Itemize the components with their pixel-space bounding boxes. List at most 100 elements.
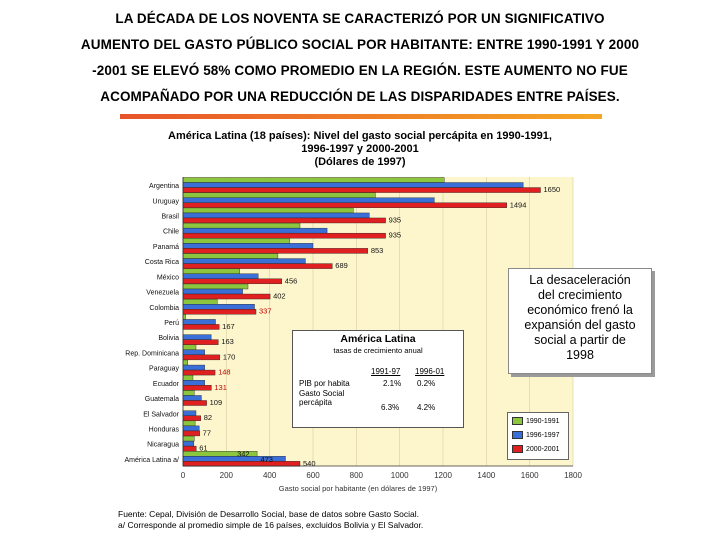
legend-label: 2000-2001 — [526, 446, 560, 453]
x-axis-label: Gasto social por habitante (en dólares d… — [279, 484, 438, 493]
latam-box-title: América Latina — [340, 333, 416, 345]
legend-swatch — [512, 445, 523, 454]
category-label: Rep. Dominicana — [125, 350, 179, 357]
category-label: Colombia — [149, 305, 179, 312]
value-label: 109 — [210, 398, 223, 407]
bar-1996-1997 — [182, 334, 212, 340]
bar-1990-1991 — [182, 344, 197, 351]
category-label: Perú — [164, 320, 179, 327]
value-label: 935 — [389, 231, 402, 240]
legend-item: 2000-2001 — [512, 445, 559, 455]
bar-1990-1991 — [182, 192, 376, 198]
category-label: El Salvador — [143, 411, 179, 418]
legend-item: 1996-1997 — [512, 431, 559, 441]
bar-1990-1991 — [182, 359, 188, 366]
bar-1996-1997 — [182, 364, 205, 371]
category-label: Panamá — [153, 244, 179, 251]
bar-1996-1997 — [182, 440, 195, 447]
bar-1996-1997 — [182, 273, 259, 280]
latam-row2-label: percápita — [299, 398, 332, 407]
latam-row2-label: Gasto Social — [299, 389, 345, 398]
bar-1990-1991 — [182, 222, 301, 229]
category-label: Brasil — [161, 214, 179, 221]
bar-2000-2001 — [182, 217, 386, 224]
latam-r1c2: 0.2% — [417, 379, 436, 388]
bar-1996-1997 — [182, 258, 306, 264]
value-label: 402 — [273, 292, 286, 301]
bar-1996-1997 — [182, 243, 314, 249]
latam-col1: 1991-97 — [371, 367, 401, 376]
x-tick-label: 1200 — [434, 471, 452, 480]
value-label: 61 — [199, 444, 207, 453]
category-label: Bolivia — [158, 335, 179, 342]
bar-1996-1997 — [182, 380, 205, 386]
bar-1996-1997 — [182, 304, 255, 310]
bar-2000-2001 — [182, 400, 207, 406]
value-label: 1494 — [510, 200, 527, 209]
category-label: Paraguay — [149, 366, 179, 373]
latam-box-subtitle: tasas de crecimiento anual — [333, 346, 423, 355]
bar-2000-2001 — [182, 369, 216, 376]
value-label: 1650 — [544, 185, 561, 194]
latam-r1c1: 2.1% — [383, 379, 402, 388]
legend-swatch — [512, 417, 523, 426]
bar-1990-1991 — [182, 375, 194, 381]
bar-1996-1997 — [182, 395, 202, 401]
value-label: 167 — [222, 322, 235, 331]
callout-line: del crecimiento — [537, 288, 623, 302]
footer-source: Fuente: Cepal, División de Desarrollo So… — [118, 509, 423, 530]
bar-1990-1991 — [182, 283, 249, 290]
bar-2000-2001 — [182, 324, 220, 330]
callout-line: expansión del gasto — [524, 318, 636, 332]
category-label: Costa Rica — [145, 259, 179, 266]
bar-2000-2001 — [182, 293, 271, 300]
bar-1990-1991 — [182, 298, 218, 305]
bar-2000-2001 — [182, 202, 507, 208]
bar-1996-1997 — [182, 410, 197, 416]
bar-1990-1991 — [182, 268, 240, 274]
headline-line: AUMENTO DEL GASTO PÚBLICO SOCIAL POR HAB… — [80, 37, 640, 52]
legend-item: 1990-1991 — [512, 417, 559, 427]
headline-line: LA DÉCADA DE LOS NOVENTA SE CARACTERIZÓ … — [115, 11, 605, 26]
value-label: 342 — [237, 449, 250, 458]
callout-line: 1998 — [566, 348, 594, 362]
bar-2000-2001 — [182, 445, 197, 452]
headline: LA DÉCADA DE LOS NOVENTA SE CARACTERIZÓ … — [30, 6, 690, 110]
category-label: Uruguay — [153, 198, 180, 205]
bar-1996-1997 — [182, 425, 200, 432]
legend-swatch — [512, 431, 523, 440]
category-label: América Latina a/ — [125, 457, 180, 464]
x-tick-label: 1800 — [564, 471, 582, 480]
bar-2000-2001 — [182, 187, 541, 193]
headline-line: -2001 SE ELEVÓ 58% COMO PROMEDIO EN LA R… — [92, 63, 628, 78]
bar-2000-2001 — [182, 385, 212, 391]
value-label: 77 — [203, 428, 211, 437]
latam-row1-label: PIB por habita — [299, 379, 350, 388]
bar-1990-1991 — [182, 253, 279, 259]
latam-col2: 1996-01 — [415, 367, 445, 376]
bar-1990-1991 — [182, 435, 195, 442]
x-tick-label: 1400 — [477, 471, 495, 480]
bar-2000-2001 — [182, 309, 257, 315]
legend-label: 1996-1997 — [526, 432, 560, 439]
chart-title: América Latina (18 países): Nivel del ga… — [140, 130, 580, 169]
x-tick-label: 600 — [306, 471, 320, 480]
bar-2000-2001 — [182, 232, 386, 239]
bar-1990-1991 — [182, 390, 195, 396]
value-label: 456 — [285, 276, 298, 285]
callout-box: La desaceleración del crecimiento económ… — [508, 268, 652, 374]
value-label: 935 — [389, 215, 402, 224]
bar-2000-2001 — [182, 430, 200, 437]
category-label: Argentina — [149, 183, 179, 190]
legend: 1990-1991 1996-1997 2000-2001 — [507, 412, 569, 460]
category-label: Guatemala — [145, 396, 179, 403]
bar-2000-2001 — [182, 339, 219, 345]
bar-2000-2001 — [182, 461, 301, 467]
category-label: Nicaragua — [147, 442, 179, 449]
x-tick-label: 200 — [220, 471, 234, 480]
value-label: 148 — [218, 368, 231, 377]
callout-line: económico frenó la — [527, 303, 633, 317]
bar-1990-1991 — [182, 207, 354, 214]
bar-1996-1997 — [182, 227, 328, 234]
orange-divider — [120, 114, 602, 119]
